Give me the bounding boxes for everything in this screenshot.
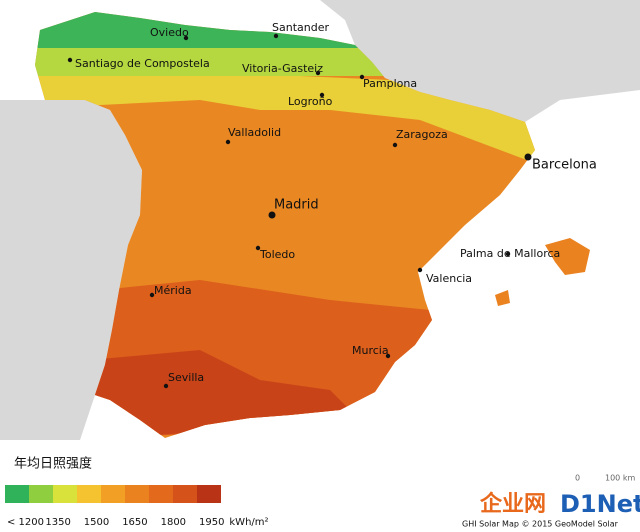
city-dot	[67, 57, 73, 63]
region	[35, 48, 400, 76]
legend-label: < 1200	[7, 517, 44, 528]
city-dot	[315, 70, 321, 76]
city-dot	[359, 74, 365, 80]
legend-unit: kWh/m²	[229, 517, 268, 528]
city-dot	[417, 267, 423, 273]
credit: GHI Solar Map © 2015 GeoModel Solar	[462, 520, 619, 529]
legend-label: 1500	[84, 517, 109, 528]
legend-swatch	[173, 485, 197, 503]
city-dot	[319, 92, 325, 98]
city-label: Toledo	[259, 248, 295, 261]
legend-label: 1350	[45, 517, 70, 528]
island	[545, 238, 590, 275]
legend-label: 1800	[161, 517, 186, 528]
legend-swatch	[29, 485, 53, 503]
city-dot	[392, 142, 398, 148]
city-label: Palma de Mallorca	[460, 247, 560, 260]
city-dot	[163, 383, 169, 389]
watermark-cn: 企业网	[479, 491, 546, 517]
city-dot	[268, 211, 276, 219]
legend-swatch	[77, 485, 101, 503]
city-label: Logroño	[288, 95, 333, 108]
legend-swatch	[149, 485, 173, 503]
region	[35, 76, 535, 165]
city-label: Murcia	[352, 344, 389, 357]
legend-swatch	[5, 485, 29, 503]
city-label: Mérida	[154, 284, 192, 297]
legend-swatch	[53, 485, 77, 503]
scale-end: 100 km	[605, 474, 635, 483]
city-label: Vitoria-Gasteiz	[242, 62, 323, 75]
city-label: Barcelona	[532, 158, 597, 173]
city-label: Valladolid	[228, 126, 281, 139]
city-dot	[505, 251, 511, 257]
city-label: Madrid	[274, 198, 319, 213]
city-label: Santiago de Compostela	[75, 57, 210, 70]
city-dot	[255, 245, 261, 251]
legend-swatch	[197, 485, 221, 503]
watermark-en: D1Net	[560, 490, 640, 518]
city-dot	[149, 292, 155, 298]
legend-label: 1650	[122, 517, 147, 528]
city-label: Pamplona	[363, 77, 417, 90]
city-dot	[273, 33, 279, 39]
legend-label: 1950	[199, 517, 224, 528]
city-dot	[385, 353, 391, 359]
city-dot	[183, 35, 189, 41]
city-label: Valencia	[426, 272, 472, 285]
title: 年均日照强度	[14, 456, 92, 472]
city-label: Zaragoza	[396, 128, 448, 141]
city-dot	[524, 153, 532, 161]
city-label: Sevilla	[168, 371, 204, 384]
legend-swatch	[125, 485, 149, 503]
city-dot	[225, 139, 231, 145]
scale-start: 0	[575, 474, 580, 483]
city-label: Santander	[272, 21, 329, 34]
city-label: Oviedo	[150, 26, 189, 39]
france	[320, 0, 640, 122]
portugal	[0, 100, 142, 440]
island	[495, 290, 510, 306]
legend-swatch	[101, 485, 125, 503]
